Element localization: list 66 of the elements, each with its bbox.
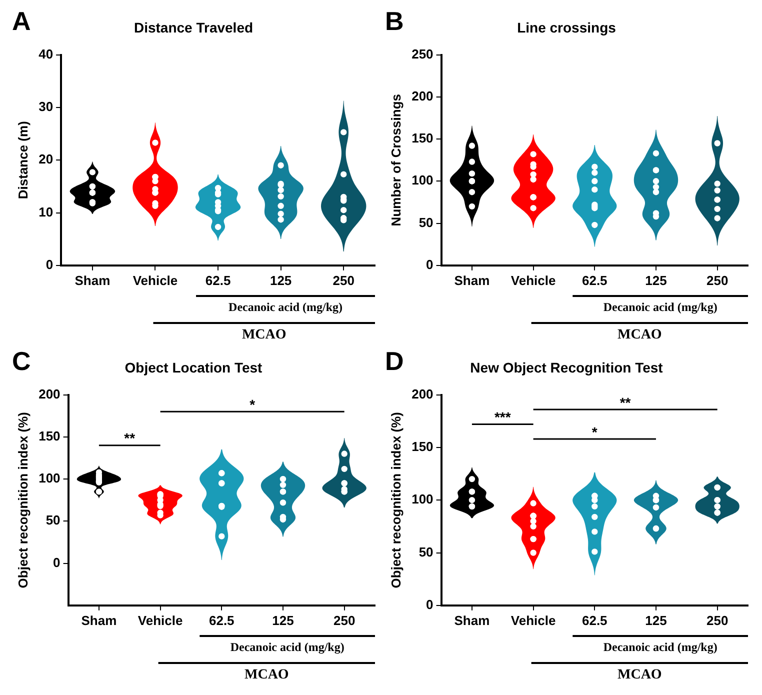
x-tick-label: 125 (272, 612, 294, 628)
y-axis-title: Object recognition index (%) (15, 412, 30, 588)
text: Decanoic acid (mg/kg) (228, 300, 343, 314)
y-tick-label: 20 (38, 152, 54, 167)
y-tick-label: 30 (38, 99, 54, 114)
y-tick-label: 40 (38, 46, 54, 62)
y-tick-label: 0 (46, 256, 54, 272)
y-tick-label: 200 (38, 386, 60, 402)
x-tick-label: 250 (706, 272, 728, 288)
text: C (12, 346, 31, 376)
y-axis-title: Number of Crossings (388, 94, 404, 226)
y-tick-label: 100 (412, 172, 434, 188)
y-tick-label: 0 (426, 596, 434, 612)
x-tick-label: 62.5 (208, 612, 234, 628)
text: Decanoic acid (mg/kg) (603, 300, 718, 314)
text: D (385, 346, 404, 376)
text: Decanoic acid (mg/kg) (603, 640, 718, 654)
y-tick-label: 200 (412, 386, 434, 402)
y-tick-label: 0 (53, 554, 60, 570)
y-tick-label: 100 (38, 470, 60, 486)
text: B (385, 6, 404, 36)
x-tick-label: 62.5 (582, 612, 608, 628)
y-axis-title: Distance (m) (15, 121, 30, 200)
y-tick-label: 10 (38, 204, 54, 220)
annotation: ** (124, 430, 136, 446)
chart-title: New Object Recognition Test (470, 359, 664, 376)
y-tick-label: 150 (412, 130, 434, 146)
x-tick-label: 250 (332, 272, 354, 288)
x-tick-label: Vehicle (132, 272, 178, 288)
y-tick-label: 200 (412, 88, 434, 104)
x-tick-label: 125 (270, 272, 292, 288)
x-tick-label: 250 (706, 612, 728, 628)
text: A (12, 6, 31, 36)
text: MCAO (244, 668, 289, 683)
chart-title: Distance Traveled (134, 19, 254, 36)
text: MCAO (617, 668, 662, 683)
chart-title: Object Location Test (124, 359, 263, 376)
x-tick-label: 250 (333, 612, 356, 628)
y-tick-label: 250 (412, 46, 434, 62)
x-tick-label: Sham (454, 272, 490, 288)
annotation: *** (494, 409, 512, 426)
y-axis-title: Object recognition index (%) (388, 412, 404, 588)
x-tick-label: 125 (645, 612, 667, 628)
y-tick-label: 50 (46, 512, 60, 528)
x-tick-label: 125 (645, 272, 667, 288)
x-tick-label: Vehicle (510, 272, 556, 288)
x-tick-label: Sham (81, 612, 117, 628)
x-tick-label: 62.5 (205, 272, 231, 288)
text: Decanoic acid (mg/kg) (230, 640, 344, 654)
annotation: * (592, 424, 598, 440)
text: MCAO (242, 328, 286, 343)
y-tick-label: 100 (412, 492, 434, 507)
y-tick-label: 50 (418, 214, 434, 230)
x-tick-label: 62.5 (582, 272, 608, 288)
y-tick-label: 150 (38, 428, 60, 444)
chart-title: Line crossings (517, 19, 616, 36)
x-tick-label: Vehicle (510, 612, 556, 628)
x-tick-label: Sham (74, 272, 110, 288)
y-tick-label: 50 (418, 544, 434, 560)
x-tick-label: Vehicle (138, 612, 183, 628)
annotation: * (250, 396, 256, 413)
annotation: ** (620, 394, 632, 410)
y-tick-label: 0 (426, 256, 434, 272)
x-tick-label: Sham (454, 612, 490, 628)
y-tick-label: 150 (412, 439, 434, 454)
text: MCAO (617, 328, 662, 343)
